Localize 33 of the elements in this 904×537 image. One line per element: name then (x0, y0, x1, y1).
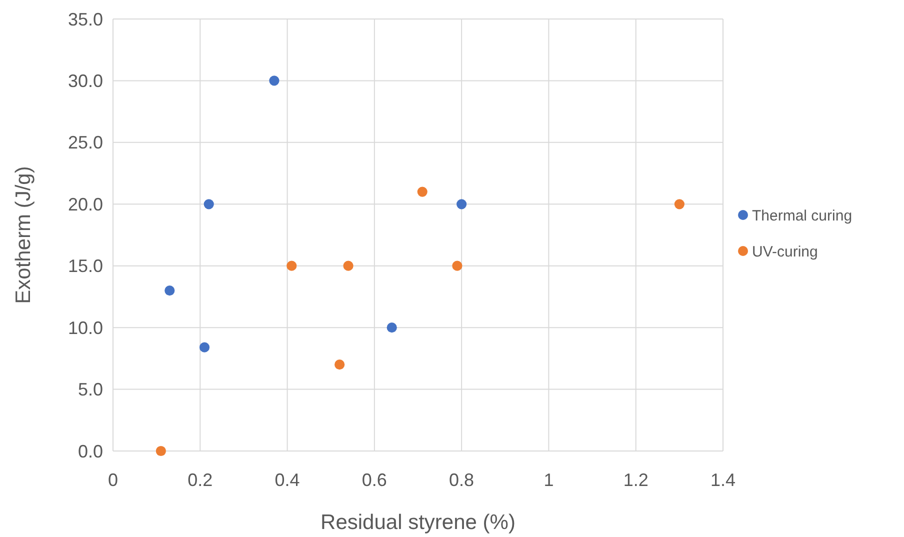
x-axis-title: Residual styrene (%) (320, 511, 516, 534)
y-tick-label: 5.0 (78, 380, 103, 400)
point (386, 322, 397, 333)
legend-label: UV-curing (752, 243, 818, 260)
point (199, 342, 210, 352)
point (204, 199, 214, 210)
point (156, 446, 166, 456)
x-tick-label: 0.4 (274, 470, 300, 490)
point (286, 260, 297, 271)
point (674, 199, 684, 210)
point (334, 360, 345, 370)
y-tick-label: 30.0 (68, 71, 103, 92)
x-tick-label: 0 (108, 470, 118, 490)
x-tick-label: 1.4 (710, 470, 736, 490)
point (269, 76, 280, 86)
y-axis-title: Exotherm (J/g) (12, 166, 35, 304)
y-tick-label: 35.0 (68, 9, 103, 30)
y-tick-label: 15.0 (68, 256, 103, 276)
x-tick-label: 0.2 (188, 470, 213, 490)
y-tick-label: 10.0 (68, 318, 103, 338)
point (417, 186, 428, 197)
point (164, 286, 175, 296)
x-tick-label: 1 (544, 470, 554, 490)
point (343, 260, 354, 271)
x-tick-label: 1.2 (623, 470, 648, 490)
y-tick-label: 25.0 (68, 132, 103, 153)
legend-label: Thermal curing (752, 207, 852, 224)
point (452, 260, 462, 271)
x-tick-label: 0.8 (449, 470, 474, 490)
y-tick-label: 0.0 (78, 441, 103, 462)
point (456, 199, 467, 210)
x-tick-label: 0.6 (362, 470, 387, 490)
y-tick-label: 20.0 (68, 194, 103, 214)
